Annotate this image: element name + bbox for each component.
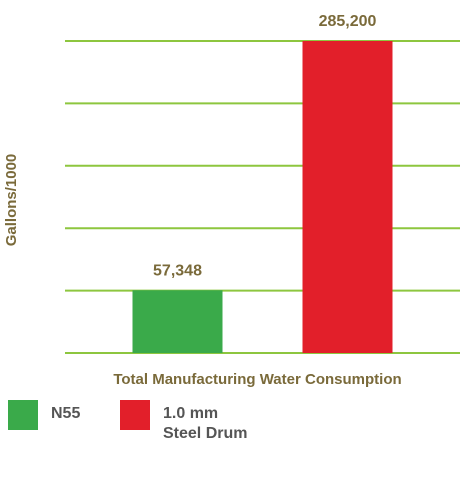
x-tick-label: Total Manufacturing Water Consumption: [113, 371, 401, 388]
y-axis-label: Gallons/1000: [3, 154, 20, 247]
value-label: 285,200: [319, 13, 377, 30]
legend-item: N55: [8, 400, 141, 430]
bar: [132, 290, 223, 353]
legend-swatch: [8, 400, 38, 430]
chart: Gallons/1000 Total Manufacturing Water C…: [3, 13, 460, 388]
bar: [302, 41, 393, 353]
legend-item: 1.0 mm Steel Drum: [120, 400, 253, 444]
legend-label: 1.0 mm Steel Drum: [163, 405, 248, 442]
value-label: 57,348: [153, 262, 202, 279]
legend-swatch: [120, 400, 150, 430]
legend-label: N55: [51, 405, 81, 422]
